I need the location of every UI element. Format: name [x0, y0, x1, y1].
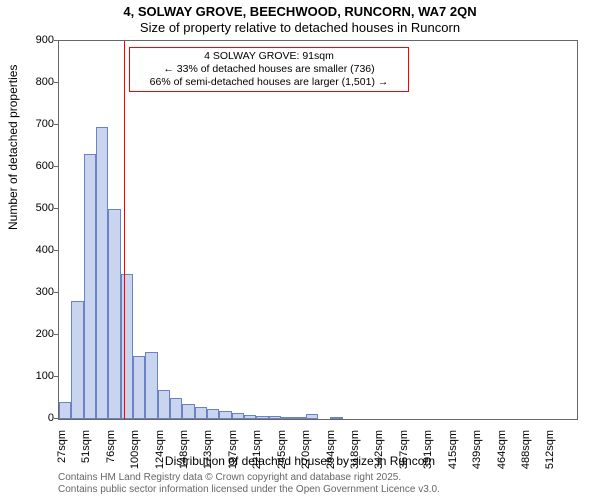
chart-title: 4, SOLWAY GROVE, BEECHWOOD, RUNCORN, WA7…: [0, 4, 600, 19]
y-tick-label: 600: [36, 160, 54, 172]
annotation-line3: 66% of semi-detached houses are larger (…: [136, 76, 402, 89]
y-axis-label: Number of detached properties: [6, 65, 20, 230]
reference-line: [124, 41, 125, 419]
histogram-bar: [71, 301, 83, 419]
histogram-chart: 4, SOLWAY GROVE, BEECHWOOD, RUNCORN, WA7…: [0, 0, 600, 500]
annotation-line2: ← 33% of detached houses are smaller (73…: [136, 63, 402, 76]
histogram-bar: [269, 416, 281, 419]
histogram-bar: [256, 416, 268, 419]
y-tick-label: 500: [36, 202, 54, 214]
histogram-bar: [244, 415, 256, 419]
histogram-bar: [170, 398, 182, 419]
attribution-line1: Contains HM Land Registry data © Crown c…: [58, 472, 440, 484]
y-tick-label: 200: [36, 328, 54, 340]
annotation-box: 4 SOLWAY GROVE: 91sqm← 33% of detached h…: [129, 47, 409, 92]
chart-subtitle: Size of property relative to detached ho…: [0, 20, 600, 35]
histogram-bar: [158, 390, 170, 419]
histogram-bar: [281, 417, 293, 419]
histogram-bar: [207, 409, 219, 420]
histogram-bar: [145, 352, 157, 419]
histogram-bar: [59, 402, 71, 419]
y-tick-label: 700: [36, 118, 54, 130]
histogram-bar: [182, 404, 194, 419]
histogram-bar: [306, 414, 318, 419]
histogram-bar: [195, 407, 207, 419]
histogram-bar: [330, 417, 342, 419]
histogram-bar: [133, 356, 145, 419]
histogram-bar: [84, 154, 96, 419]
histogram-bar: [219, 411, 231, 419]
y-tick-label: 100: [36, 370, 54, 382]
histogram-bar: [108, 209, 120, 419]
x-axis-label: Distribution of detached houses by size …: [0, 454, 600, 468]
histogram-bar: [121, 274, 133, 419]
histogram-bar: [232, 413, 244, 419]
attribution-text: Contains HM Land Registry data © Crown c…: [58, 472, 440, 496]
y-tick-label: 900: [36, 34, 54, 46]
y-tick-label: 800: [36, 76, 54, 88]
histogram-bar: [293, 417, 305, 419]
y-tick-label: 300: [36, 286, 54, 298]
plot-area: 4 SOLWAY GROVE: 91sqm← 33% of detached h…: [58, 40, 578, 420]
attribution-line2: Contains public sector information licen…: [58, 484, 440, 496]
y-tick-label: 400: [36, 244, 54, 256]
annotation-line1: 4 SOLWAY GROVE: 91sqm: [136, 50, 402, 63]
histogram-bar: [96, 127, 108, 419]
